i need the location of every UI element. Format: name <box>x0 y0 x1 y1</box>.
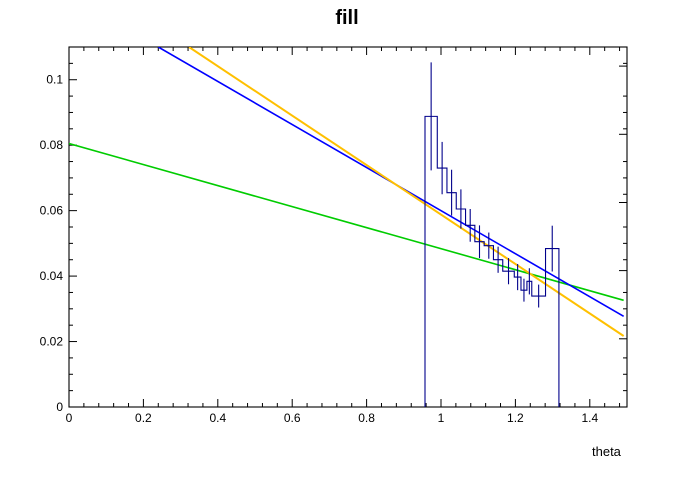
svg-text:0.8: 0.8 <box>358 411 375 425</box>
svg-text:theta: theta <box>592 444 622 459</box>
svg-text:0.6: 0.6 <box>284 411 301 425</box>
svg-text:1: 1 <box>438 411 445 425</box>
svg-text:0: 0 <box>56 400 63 414</box>
svg-text:0.06: 0.06 <box>40 204 64 218</box>
svg-text:fill: fill <box>335 7 358 29</box>
svg-text:0.04: 0.04 <box>40 269 64 283</box>
svg-text:0.1: 0.1 <box>46 73 63 87</box>
svg-text:0.4: 0.4 <box>209 411 226 425</box>
svg-text:1.4: 1.4 <box>581 411 598 425</box>
svg-text:0: 0 <box>66 411 73 425</box>
svg-text:0.08: 0.08 <box>40 138 64 152</box>
svg-text:0.2: 0.2 <box>135 411 152 425</box>
svg-text:0.02: 0.02 <box>40 335 64 349</box>
svg-text:1.2: 1.2 <box>507 411 524 425</box>
